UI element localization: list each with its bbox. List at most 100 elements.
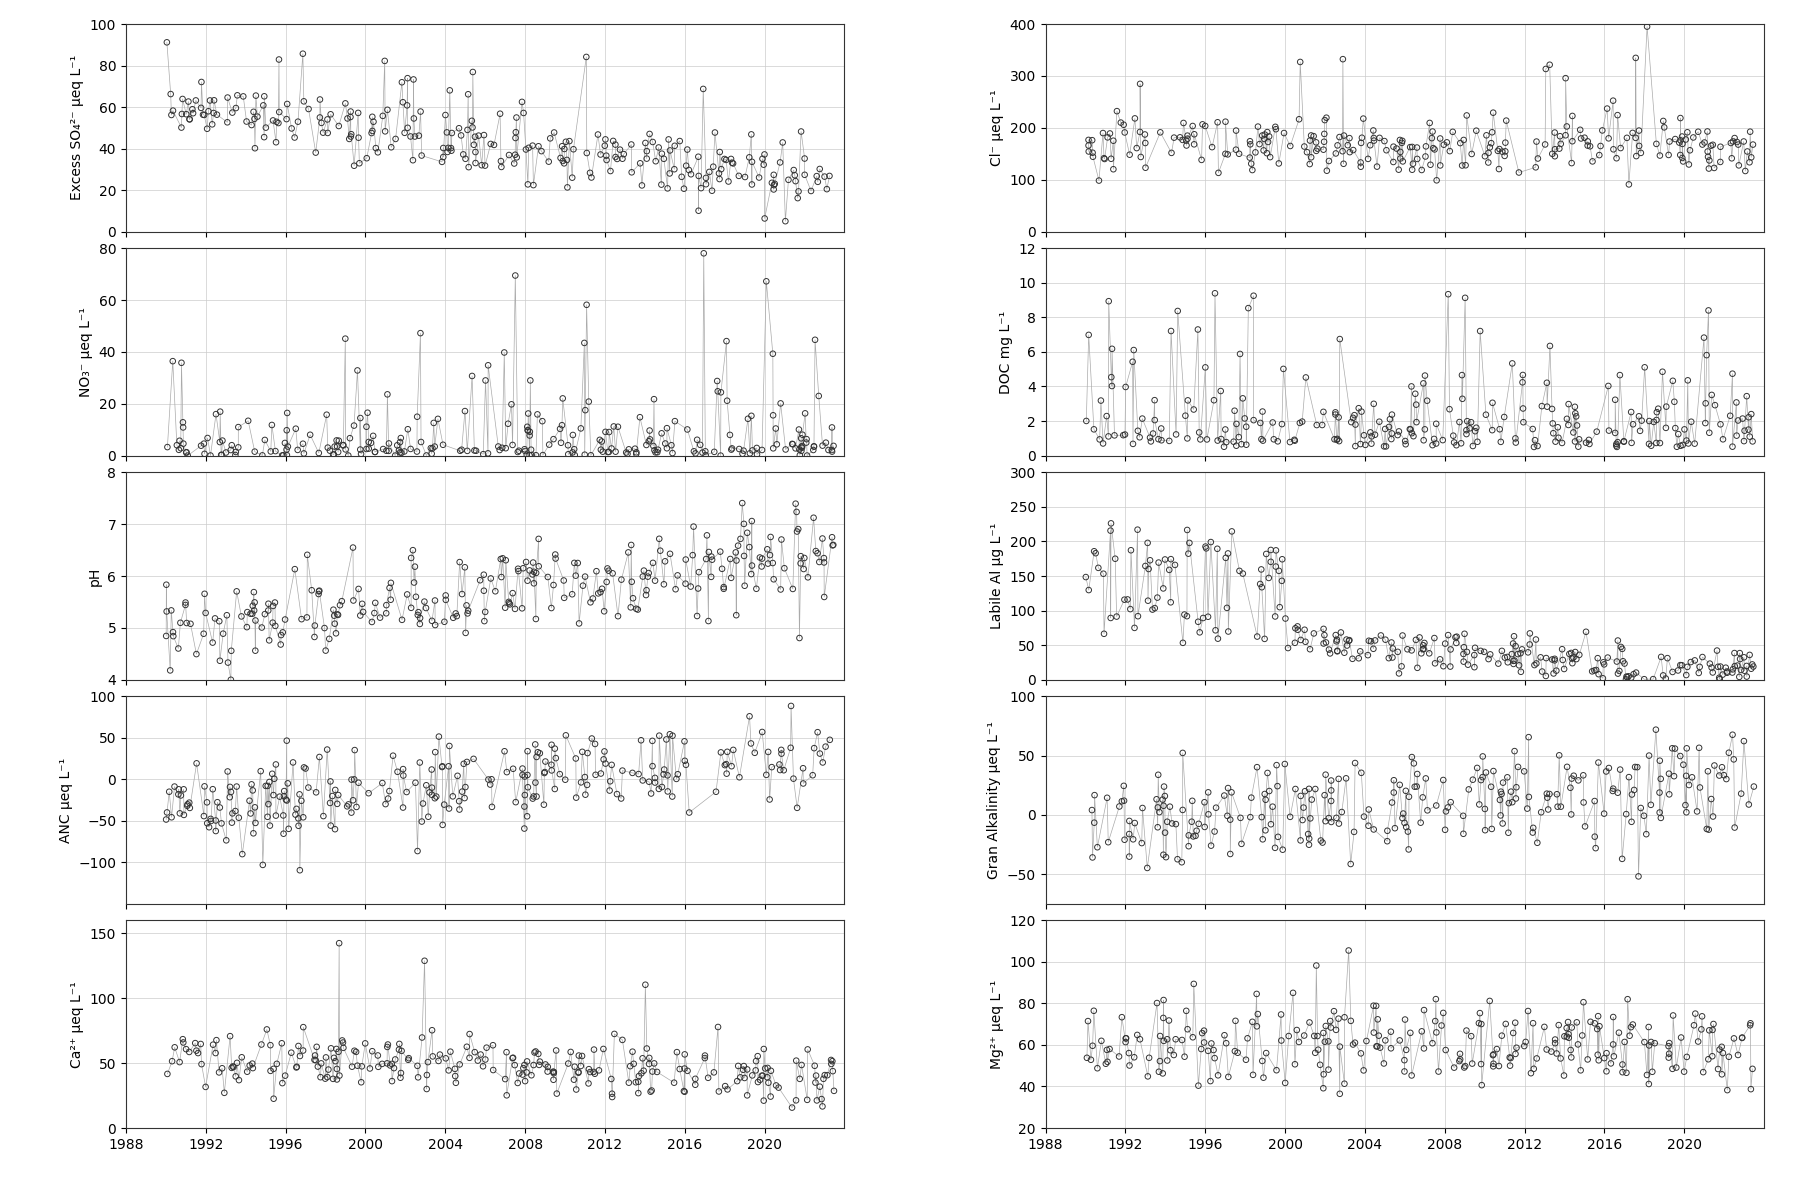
Point	[473, 355, 502, 374]
Point	[1406, 628, 1435, 647]
Point	[405, 608, 434, 628]
Point	[1161, 425, 1190, 444]
Point	[799, 437, 828, 456]
Point	[1570, 766, 1598, 785]
Point	[169, 805, 198, 824]
Point	[1269, 840, 1298, 859]
Point	[1388, 626, 1417, 646]
Point	[1147, 122, 1175, 142]
Point	[1381, 818, 1409, 838]
Point	[659, 1073, 688, 1092]
Point	[560, 439, 589, 458]
Point	[713, 331, 742, 350]
Point	[1255, 127, 1283, 146]
Point	[1256, 552, 1285, 571]
Point	[657, 787, 686, 806]
Point	[572, 744, 601, 763]
Point	[1370, 132, 1399, 151]
Point	[1184, 1076, 1213, 1096]
Point	[1730, 132, 1759, 151]
Point	[695, 542, 724, 562]
Point	[1211, 144, 1240, 163]
Point	[1618, 415, 1647, 434]
Point	[1418, 1033, 1447, 1052]
Point	[805, 552, 833, 571]
Point	[1168, 131, 1197, 150]
Point	[266, 625, 295, 644]
Point	[504, 559, 533, 578]
Point	[1467, 770, 1496, 790]
Point	[1543, 1044, 1571, 1063]
Point	[587, 432, 616, 451]
Point	[1598, 91, 1627, 110]
Point	[1485, 160, 1514, 179]
Point	[1291, 137, 1319, 156]
Point	[236, 1056, 265, 1075]
Point	[207, 814, 236, 833]
Point	[1732, 667, 1760, 686]
Point	[1413, 800, 1442, 820]
Point	[760, 406, 788, 425]
Point	[166, 786, 194, 805]
Point	[526, 1052, 554, 1072]
Point	[1471, 146, 1499, 166]
Point	[1265, 598, 1294, 617]
Point	[661, 136, 689, 155]
Point	[493, 762, 522, 781]
Point	[513, 421, 542, 440]
Point	[1561, 403, 1589, 422]
Point	[1703, 1060, 1732, 1079]
Point	[1202, 113, 1231, 132]
Point	[220, 1057, 248, 1076]
Point	[819, 535, 848, 554]
Point	[1512, 1032, 1541, 1051]
Point	[576, 1062, 605, 1081]
Point	[1285, 109, 1314, 128]
Point	[637, 784, 666, 803]
Point	[1346, 157, 1375, 176]
Point	[1183, 320, 1211, 340]
Point	[1078, 148, 1107, 167]
Point	[1735, 427, 1764, 446]
Point	[1496, 1056, 1525, 1075]
Point	[603, 149, 632, 168]
Point	[272, 109, 301, 128]
Point	[347, 1057, 376, 1076]
Point	[405, 126, 434, 145]
Point	[1616, 668, 1645, 688]
Point	[1667, 1028, 1696, 1048]
Point	[477, 797, 506, 816]
Point	[1168, 743, 1197, 762]
Point	[547, 137, 576, 156]
Point	[265, 50, 293, 70]
Point	[1213, 599, 1242, 618]
Point	[1642, 134, 1670, 154]
Point	[1145, 430, 1174, 449]
Point	[808, 529, 837, 548]
Point	[1435, 142, 1463, 161]
Point	[673, 420, 702, 439]
Point	[635, 1082, 664, 1102]
Point	[1724, 410, 1753, 430]
Point	[1719, 725, 1748, 744]
Point	[549, 389, 578, 408]
Point	[500, 599, 529, 618]
Point	[1717, 364, 1746, 383]
Point	[1537, 144, 1566, 163]
Point	[1557, 1048, 1586, 1067]
Point	[1296, 131, 1325, 150]
Point	[675, 161, 704, 180]
Point	[274, 774, 302, 793]
Point	[1100, 160, 1129, 179]
Point	[218, 1058, 247, 1078]
Point	[452, 623, 481, 642]
Point	[1156, 797, 1184, 816]
Point	[576, 163, 605, 182]
Point	[1663, 437, 1692, 456]
Point	[587, 145, 616, 164]
Point	[405, 752, 434, 772]
Point	[1202, 798, 1231, 817]
Point	[653, 130, 682, 149]
Point	[718, 740, 747, 760]
Point	[1550, 659, 1579, 678]
